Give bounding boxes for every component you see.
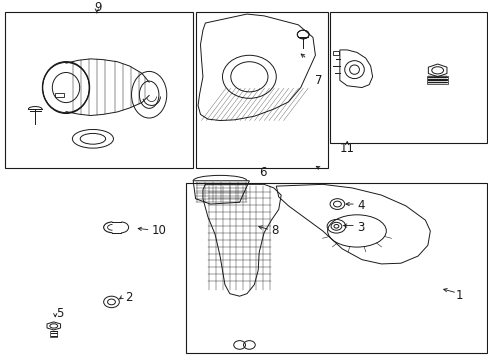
Text: 3: 3 <box>356 221 364 234</box>
Text: 1: 1 <box>455 289 463 302</box>
Text: 4: 4 <box>356 199 364 212</box>
Bar <box>329 12 486 143</box>
Bar <box>333 51 339 55</box>
Text: 9: 9 <box>94 1 102 14</box>
Text: 5: 5 <box>56 307 63 320</box>
Text: 2: 2 <box>124 291 132 304</box>
Bar <box>55 93 63 96</box>
Text: 6: 6 <box>258 166 266 179</box>
Bar <box>427 76 447 84</box>
Bar <box>195 12 327 168</box>
Text: 10: 10 <box>151 224 166 238</box>
Text: 8: 8 <box>271 224 278 238</box>
Bar <box>50 330 57 337</box>
Bar <box>5 12 193 168</box>
Bar <box>185 183 486 353</box>
Text: 11: 11 <box>339 142 354 155</box>
Text: 7: 7 <box>315 74 322 87</box>
